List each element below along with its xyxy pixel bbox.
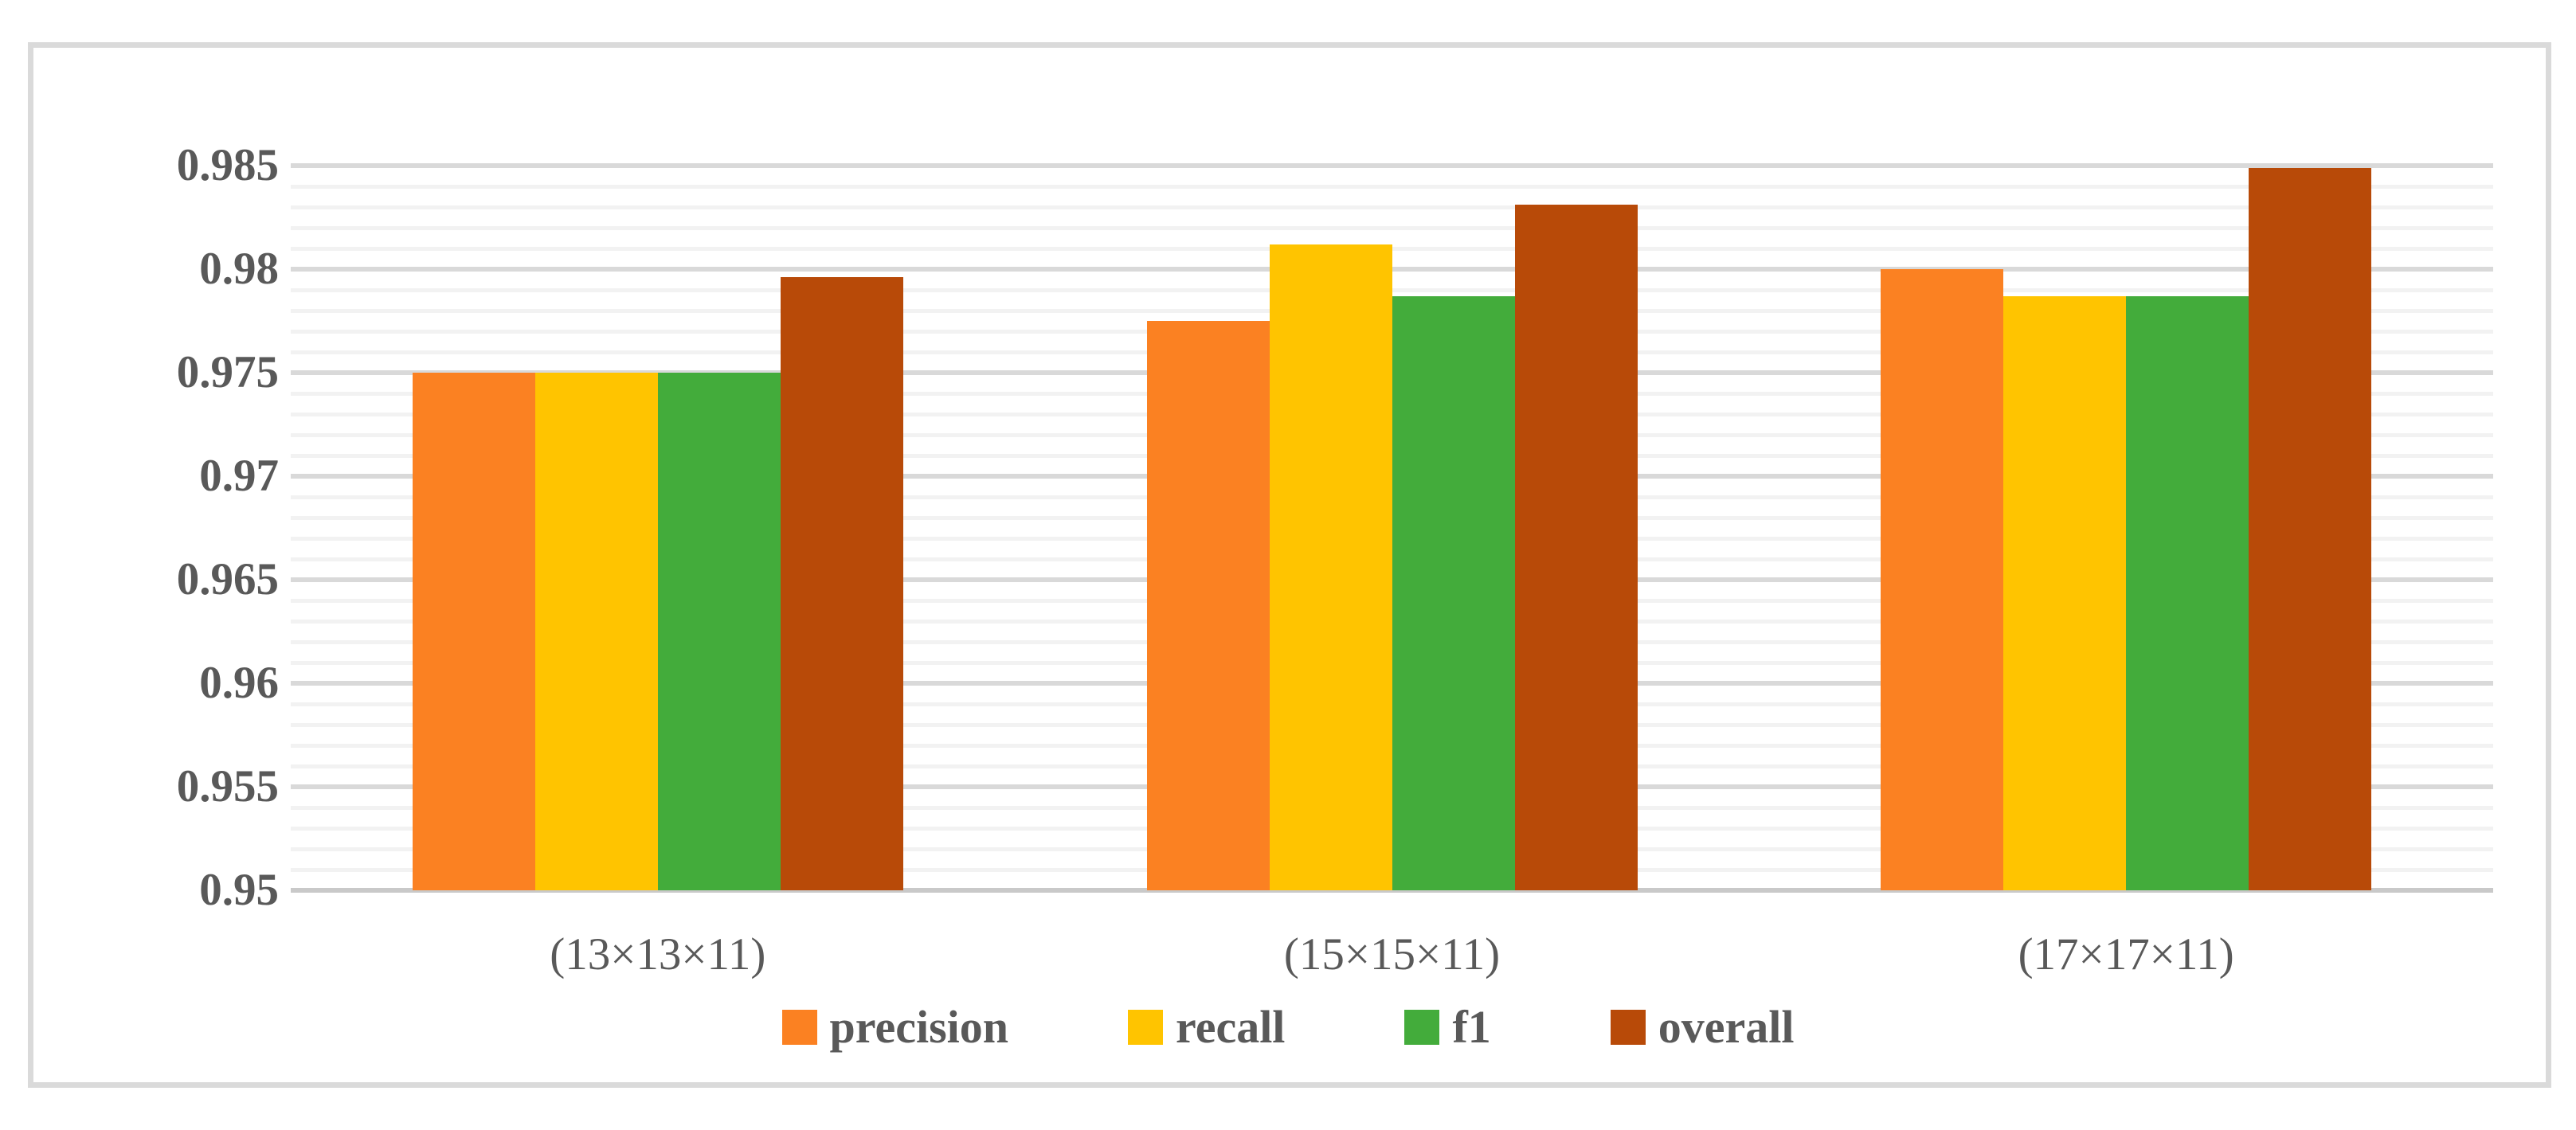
bar-overall	[780, 277, 903, 890]
minor-gridline	[291, 287, 2493, 292]
bar-overall	[2249, 167, 2372, 890]
minor-gridline	[291, 205, 2493, 209]
legend-item-f1: f1	[1404, 1001, 1491, 1053]
legend-label: recall	[1176, 1001, 1286, 1053]
major-gridline	[291, 163, 2493, 168]
legend-label: precision	[829, 1001, 1009, 1053]
y-tick-label: 0.95	[199, 865, 279, 915]
bar-precision	[1881, 269, 2004, 890]
legend-swatch-f1-icon	[1404, 1010, 1440, 1045]
bar-recall	[2003, 295, 2127, 890]
chart-frame-border	[28, 42, 2551, 1088]
plot-area	[291, 163, 2493, 893]
y-tick-label: 0.985	[176, 140, 279, 190]
legend-swatch-overall-icon	[1610, 1010, 1646, 1045]
legend-label: overall	[1658, 1001, 1795, 1053]
bar-recall	[534, 373, 658, 890]
y-tick-label: 0.96	[199, 658, 279, 708]
bar-f1	[657, 373, 781, 890]
x-category-label: (15×15×11)	[1283, 929, 1501, 979]
bar-f1	[2126, 295, 2249, 890]
minor-gridline	[291, 225, 2493, 230]
legend: precision recall f1 overall	[0, 995, 2576, 1059]
y-tick-label: 0.98	[199, 244, 279, 294]
bar-f1	[1392, 295, 1515, 890]
x-category-label: (13×13×11)	[550, 929, 766, 979]
legend-item-precision: precision	[781, 1001, 1009, 1053]
legend-swatch-recall-icon	[1128, 1010, 1164, 1045]
legend-item-recall: recall	[1128, 1004, 1285, 1050]
minor-gridline	[291, 184, 2493, 189]
bar-precision	[1146, 321, 1270, 890]
bar-recall	[1269, 244, 1392, 890]
y-tick-label: 0.975	[176, 347, 279, 397]
bar-overall	[1514, 205, 1638, 890]
y-tick-label: 0.965	[176, 554, 279, 604]
x-axis-line	[291, 888, 2493, 893]
bar-precision	[412, 373, 535, 890]
minor-gridline	[291, 246, 2493, 251]
y-tick-label: 0.955	[176, 761, 279, 811]
legend-swatch-precision-icon	[781, 1010, 817, 1045]
legend-item-overall: overall	[1610, 1001, 1795, 1053]
x-category-label: (17×17×11)	[2018, 929, 2234, 979]
major-gridline	[291, 267, 2493, 272]
legend-label: f1	[1452, 1001, 1491, 1053]
y-tick-label: 0.97	[199, 451, 279, 501]
